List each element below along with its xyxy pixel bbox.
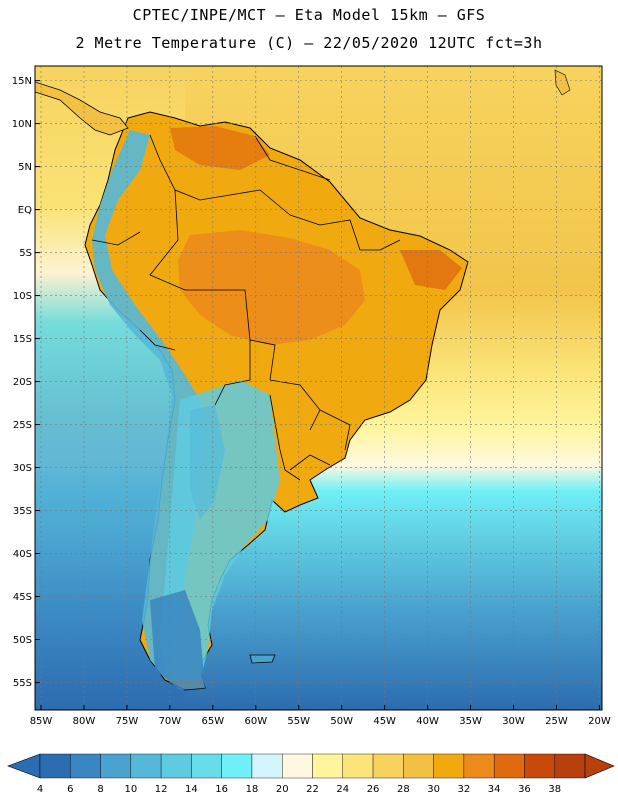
colorbar-swatch (251, 753, 283, 779)
lon-label: 25W (545, 716, 568, 727)
colorbar-label: 22 (306, 784, 319, 795)
lat-label: 10S (13, 291, 32, 302)
lat-label: 25S (13, 420, 32, 431)
lon-label: 60W (244, 716, 267, 727)
lat-label: 30S (13, 463, 32, 474)
colorbar-label: 20 (276, 784, 289, 795)
map-frame (34, 65, 603, 711)
colorbar-swatch (130, 753, 162, 779)
colorbar-swatch (191, 753, 222, 779)
colorbar-label: 12 (155, 784, 168, 795)
colorbar-label: 28 (397, 784, 410, 795)
colorbar: 4 6 8 10 12 14 16 18 20 22 24 26 28 30 32 34 36 38 (7, 753, 615, 795)
colorbar-label: 10 (124, 784, 137, 795)
colorbar-label: 34 (488, 784, 501, 795)
colorbar-label: 32 (458, 784, 471, 795)
map-subtitle: 2 Metre Temperature (C) – 22/05/2020 12U… (75, 34, 543, 52)
lat-label: 45S (13, 592, 32, 603)
colorbar-swatch (221, 753, 253, 779)
lat-label: 5S (19, 248, 32, 259)
colorbar-swatch (372, 753, 404, 779)
colorbar-swatch (312, 753, 343, 779)
lon-label: 35W (459, 716, 482, 727)
central-america (35, 81, 129, 136)
lon-label: 85W (30, 716, 53, 727)
lat-label: 50S (13, 635, 32, 646)
falkland-islands (249, 654, 276, 664)
hot-ne-zone (400, 250, 462, 290)
colorbar-arrow-high (584, 753, 615, 779)
colorbar-label: 30 (427, 784, 440, 795)
lat-label: 15S (13, 334, 32, 345)
lat-label: 10N (12, 119, 32, 130)
colorbar-arrow-low (7, 753, 41, 779)
lat-label: 15N (12, 76, 32, 87)
colorbar-swatch (493, 753, 525, 779)
colorbar-swatch (342, 753, 374, 779)
lon-label: 75W (116, 716, 139, 727)
caribbean-islands (554, 69, 571, 96)
lon-label: 30W (502, 716, 525, 727)
colorbar-label: 38 (548, 784, 561, 795)
colorbar-label: 6 (67, 784, 73, 795)
colorbar-label: 16 (215, 784, 228, 795)
colorbar-swatch (39, 753, 71, 779)
graticule (35, 66, 602, 710)
colorbar-label: 18 (246, 784, 259, 795)
longitude-axis: 85W 80W 75W 70W 65W 60W 55W 50W 45W 40W 35W 30W 25W 2… (30, 705, 611, 727)
colorbar-label: 14 (185, 784, 198, 795)
lat-label: 40S (13, 549, 32, 560)
lon-label: 20W (588, 716, 611, 727)
hot-core-zone (178, 230, 365, 345)
map-title: CPTEC/INPE/MCT – Eta Model 15km – GFS (132, 6, 486, 24)
colorbar-swatch (282, 753, 313, 779)
lon-label: 80W (73, 716, 96, 727)
hot-north-zone (170, 126, 270, 170)
colorbar-swatch (433, 753, 465, 779)
lat-label: 35S (13, 506, 32, 517)
colorbar-swatch (463, 753, 495, 779)
map-body (35, 66, 602, 710)
country-borders (91, 134, 401, 481)
lon-label: 55W (287, 716, 310, 727)
colorbar-label: 36 (518, 784, 531, 795)
lat-label: 55S (13, 678, 32, 689)
colorbar-swatch (160, 753, 192, 779)
colorbar-swatch (70, 753, 101, 779)
colorbar-swatch (403, 753, 434, 779)
colorbar-label: 26 (367, 784, 380, 795)
lon-label: 65W (202, 716, 225, 727)
lat-label: EQ (18, 205, 32, 216)
lat-label: 5N (18, 162, 32, 173)
patagonia-cold (150, 590, 205, 690)
colorbar-label: 4 (37, 784, 43, 795)
lon-label: 45W (373, 716, 396, 727)
lat-label: 20S (13, 377, 32, 388)
latitude-axis: 15N 10N 5N EQ 5S 10S 15S 20S 25S 30S 35S 40S 45S 50S 5… (12, 76, 40, 689)
colorbar-swatch (554, 753, 586, 779)
colorbar-swatch (100, 753, 132, 779)
lon-label: 50W (330, 716, 353, 727)
colorbar-label: 24 (336, 784, 349, 795)
colorbar-swatch (524, 753, 555, 779)
lon-label: 40W (416, 716, 439, 727)
colorbar-label: 8 (97, 784, 103, 795)
lon-label: 70W (159, 716, 182, 727)
